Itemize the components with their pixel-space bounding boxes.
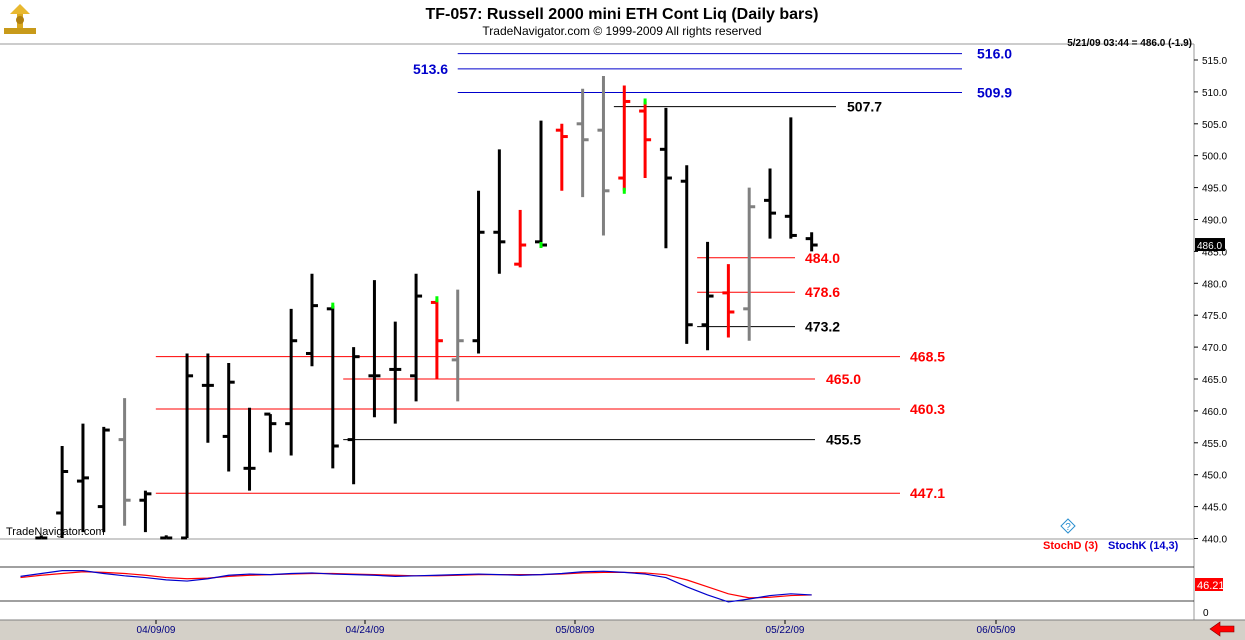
price-axis: 515.0 510.0 505.0 500.0 495.0 490.0 485.0 480.0… — [1194, 56, 1227, 546]
level-label: 465.0 — [826, 371, 861, 387]
trade-navigator-logo-icon — [4, 4, 36, 34]
ohlc-bar — [368, 280, 381, 418]
ohlc-bar — [56, 445, 69, 538]
y-tick-label: 470.0 — [1202, 343, 1227, 354]
ohlc-bar — [35, 535, 48, 540]
ohlc-bar — [389, 321, 402, 424]
ohlc-bar — [659, 107, 672, 249]
stoch-tick-zero: 0 — [1203, 608, 1209, 619]
level-label: 447.1 — [910, 485, 945, 501]
support-resistance-levels: 516.0 513.6 509.9 507.7 484.0 478.6 473.2 468.5… — [155, 46, 1012, 501]
x-tick-label: 06/05/09 — [977, 625, 1016, 636]
level-label: 473.2 — [805, 319, 840, 335]
level-label: 509.9 — [977, 85, 1012, 101]
ohlc-bar — [326, 302, 339, 469]
stoch-last-tag — [1195, 578, 1223, 591]
ohlc-bar — [535, 120, 547, 249]
y-tick-label: 510.0 — [1202, 88, 1227, 99]
y-tick-label: 445.0 — [1202, 503, 1227, 514]
ohlc-bar — [347, 347, 360, 485]
ohlc-bar — [618, 85, 631, 194]
ohlc-bar — [264, 412, 277, 453]
chart-subtitle: TradeNavigator.com © 1999-2009 All right… — [482, 24, 761, 38]
ohlc-bar — [451, 289, 464, 402]
x-tick-label: 05/08/09 — [556, 625, 595, 636]
last-price-tag: 486.0 — [1195, 238, 1225, 252]
y-tick-label: 505.0 — [1202, 120, 1227, 131]
ohlc-bar — [576, 88, 589, 198]
ohlc-bar — [493, 149, 506, 274]
y-tick-label: 440.0 — [1202, 535, 1227, 546]
y-tick-label: 475.0 — [1202, 311, 1227, 322]
y-tick-label: 450.0 — [1202, 471, 1227, 482]
y-tick-label: 515.0 — [1202, 56, 1227, 67]
level-label: 507.7 — [847, 99, 882, 115]
stoch-d-label: StochD (3) — [1043, 540, 1098, 552]
x-tick-label: 04/09/09 — [137, 625, 176, 636]
y-tick-label: 490.0 — [1202, 216, 1227, 227]
ohlc-bar — [430, 296, 443, 379]
ohlc-bar — [514, 209, 527, 268]
ohlc-bar — [722, 264, 735, 338]
level-label: 455.5 — [826, 432, 861, 448]
svg-text:486.0: 486.0 — [1197, 241, 1222, 252]
ohlc-bar — [201, 353, 214, 443]
ohlc-bar — [410, 273, 423, 402]
price-readout: 5/21/09 03:44 = 486.0 (-1.9) — [1067, 38, 1192, 49]
stoch-k-label: StochK (14,3) — [1108, 540, 1179, 552]
stochastic-panel: StochD (3) StochK (14,3) 46.21 0 — [0, 540, 1225, 619]
x-tick-label: 04/24/09 — [346, 625, 385, 636]
y-tick-label: 485.0 — [1202, 247, 1227, 258]
date-axis-strip — [0, 620, 1245, 640]
ohlc-bars — [35, 75, 818, 540]
ohlc-bar — [305, 273, 318, 367]
ohlc-bar — [472, 190, 485, 354]
date-axis: 04/09/09 04/24/09 05/08/09 05/22/09 06/05/09 — [137, 620, 1016, 636]
ohlc-bar — [805, 232, 818, 252]
ohlc-bar — [76, 423, 89, 533]
ohlc-bar — [160, 535, 173, 540]
level-label: 484.0 — [805, 250, 840, 266]
watermark: TradeNavigator.com — [6, 526, 105, 538]
ohlc-bar — [555, 123, 568, 191]
ohlc-bar — [764, 168, 777, 239]
ohlc-bar — [743, 187, 756, 341]
ohlc-bar — [97, 426, 110, 533]
ohlc-bar — [118, 398, 131, 526]
ohlc-bar — [680, 165, 693, 344]
ohlc-bar — [597, 75, 610, 236]
x-tick-label: 05/22/09 — [766, 625, 805, 636]
level-label: 516.0 — [977, 46, 1012, 62]
level-label: 513.6 — [413, 61, 448, 77]
stoch-k-line — [20, 569, 812, 603]
ohlc-bar — [701, 241, 714, 351]
y-tick-label: 495.0 — [1202, 184, 1227, 195]
ohlc-bar — [243, 407, 256, 491]
y-tick-label: 455.0 — [1202, 439, 1227, 450]
y-tick-label: 500.0 — [1202, 152, 1227, 163]
ohlc-bar — [285, 308, 298, 456]
svg-text:?: ? — [1065, 522, 1071, 533]
scroll-arrow-icon[interactable] — [1209, 621, 1235, 637]
ohlc-bar — [181, 353, 194, 540]
ohlc-bar — [139, 490, 152, 533]
level-label: 468.5 — [910, 349, 945, 365]
ohlc-bar — [222, 363, 235, 472]
y-tick-label: 480.0 — [1202, 279, 1227, 290]
stoch-lines — [20, 569, 812, 603]
level-label: 460.3 — [910, 401, 945, 417]
help-icon[interactable]: ? — [1060, 518, 1076, 534]
stoch-last-value: 46.21 — [1197, 580, 1225, 592]
chart-title: TF-057: Russell 2000 mini ETH Cont Liq (… — [426, 6, 819, 23]
ohlc-bar — [784, 117, 797, 239]
ohlc-bar — [639, 98, 652, 179]
y-tick-label: 460.0 — [1202, 407, 1227, 418]
level-label: 478.6 — [805, 284, 840, 300]
y-tick-label: 465.0 — [1202, 375, 1227, 386]
